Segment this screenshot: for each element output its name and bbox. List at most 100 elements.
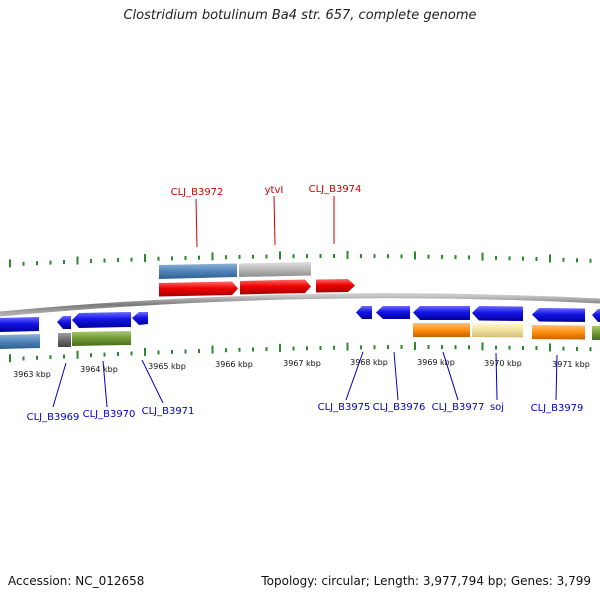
gene-label-clj-b3975[interactable]: CLJ_B3975	[318, 402, 371, 413]
lower-tick	[36, 355, 38, 360]
gene-arrow-ytvi[interactable]	[240, 279, 311, 295]
gene-label-soj[interactable]: soj	[490, 402, 504, 413]
genome-title: Clostridium botulinum Ba4 str. 657, comp…	[123, 8, 477, 23]
upper-tick	[427, 254, 430, 259]
gene-block-steelblue-lower[interactable]	[0, 334, 40, 349]
lower-tick	[373, 345, 376, 350]
gene-arrow-reverse-left-edge[interactable]	[0, 317, 39, 332]
upper-tick	[76, 256, 79, 265]
upper-tick	[9, 259, 11, 268]
lower-tick	[427, 345, 430, 349]
lower-tick	[535, 346, 538, 351]
lower-tick	[319, 346, 322, 350]
gene-arrow-clj-b3970[interactable]	[72, 312, 131, 328]
callout-line-clj-b3969	[52, 362, 67, 408]
gene-label-clj-b3972[interactable]: CLJ_B3972	[171, 187, 224, 198]
gene-arrow-clj-b3974[interactable]	[316, 279, 355, 293]
lower-tick	[495, 345, 497, 350]
lower-tick	[90, 353, 92, 358]
upper-tick	[576, 258, 578, 263]
gene-arrow-soj[interactable]	[472, 306, 523, 321]
kbp-label-3965: 3965 kbp	[148, 362, 186, 371]
callout-line-clj-b3977	[442, 351, 459, 401]
gene-arrow-reverse-right-edge[interactable]	[592, 309, 600, 322]
gene-label-clj-b3971[interactable]: CLJ_B3971	[142, 406, 195, 417]
gene-label-clj-b3970[interactable]: CLJ_B3970	[83, 409, 136, 420]
lower-tick	[184, 349, 187, 354]
gene-block-orange-lower-2[interactable]	[532, 325, 585, 340]
upper-tick	[562, 257, 565, 262]
lower-tick	[549, 343, 551, 352]
upper-tick	[49, 260, 52, 265]
lower-tick	[481, 342, 484, 351]
gene-label-clj-b3977[interactable]: CLJ_B3977	[432, 402, 485, 413]
gene-block-orange-lower-1[interactable]	[413, 323, 470, 337]
lower-tick	[522, 345, 524, 350]
upper-tick	[589, 258, 592, 263]
callout-line-clj-b3972	[195, 198, 198, 248]
lower-tick	[441, 345, 443, 350]
lower-tick	[117, 352, 119, 356]
lower-tick	[576, 346, 578, 351]
callout-line-clj-b3976	[393, 351, 399, 401]
upper-tick	[130, 257, 133, 262]
gene-arrow-clj-b3976[interactable]	[376, 306, 410, 319]
lower-feature-track	[0, 323, 600, 349]
lower-tick	[306, 346, 308, 351]
upper-tick-track	[9, 251, 592, 268]
upper-tick	[306, 254, 308, 259]
lower-tick	[144, 347, 146, 356]
gene-label-clj-b3974[interactable]: CLJ_B3974	[309, 184, 362, 195]
lower-tick	[103, 352, 106, 357]
upper-tick	[252, 254, 254, 259]
upper-tick	[63, 260, 65, 264]
gene-block-steelblue-upper[interactable]	[159, 263, 237, 280]
gene-arrow-clj-b3972[interactable]	[159, 281, 238, 297]
upper-tick	[400, 254, 403, 259]
lower-tick	[279, 343, 281, 352]
lower-tick	[360, 345, 362, 350]
gene-arrow-clj-b3979[interactable]	[532, 308, 585, 322]
upper-tick	[522, 256, 524, 261]
gene-label-clj-b3979[interactable]: CLJ_B3979	[531, 403, 584, 414]
upper-tick	[184, 256, 187, 260]
kbp-scale-labels: 3963 kbp 3964 kbp 3965 kbp 3966 kbp 3967…	[13, 358, 590, 379]
gene-block-olive-lower-right[interactable]	[592, 326, 600, 340]
kbp-label-3969: 3969 kbp	[417, 358, 455, 367]
upper-tick	[36, 261, 38, 266]
upper-tick	[279, 251, 281, 260]
lower-tick	[454, 345, 457, 350]
gene-block-yellow-lower[interactable]	[472, 323, 523, 338]
lower-tick	[333, 345, 335, 350]
upper-tick	[441, 254, 443, 259]
gene-label-clj-b3969[interactable]: CLJ_B3969	[27, 412, 80, 423]
lower-tick	[346, 342, 349, 351]
genome-backbone	[0, 293, 600, 317]
gene-arrow-clj-b3977[interactable]	[413, 306, 470, 320]
lower-tick	[238, 347, 241, 352]
upper-tick	[171, 256, 173, 261]
gene-arrow-clj-b3975[interactable]	[356, 306, 372, 319]
upper-tick	[292, 254, 295, 259]
gene-arrow-clj-b3969[interactable]	[57, 316, 71, 329]
kbp-label-3970: 3970 kbp	[484, 359, 522, 368]
upper-tick	[225, 255, 227, 260]
gene-block-darkgray-lower[interactable]	[58, 333, 71, 347]
gene-arrow-clj-b3971[interactable]	[132, 312, 148, 325]
gene-label-ytvi[interactable]: ytvI	[265, 185, 284, 196]
upper-tick	[265, 254, 268, 259]
lower-tick	[562, 346, 565, 351]
lower-gene-labels: CLJ_B3969 CLJ_B3970 CLJ_B3971 CLJ_B3975 …	[27, 402, 584, 423]
gene-label-clj-b3976[interactable]: CLJ_B3976	[373, 402, 426, 413]
lower-tick	[252, 347, 254, 352]
upper-gene-labels: CLJ_B3972 ytvI CLJ_B3974	[171, 184, 362, 198]
lower-callout-lines	[52, 351, 558, 408]
upper-tick	[454, 255, 457, 260]
lower-tick	[198, 349, 200, 353]
upper-callout-lines	[195, 195, 335, 248]
gene-block-gray-upper[interactable]	[239, 262, 311, 277]
upper-tick	[103, 258, 106, 263]
gene-block-olive-lower[interactable]	[72, 331, 131, 346]
upper-tick	[144, 254, 146, 263]
